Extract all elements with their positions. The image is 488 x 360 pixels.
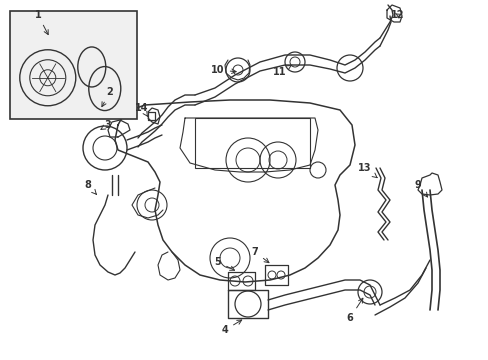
Text: 9: 9 bbox=[414, 180, 427, 197]
Text: 7: 7 bbox=[251, 247, 268, 263]
Bar bbox=[10, 11, 137, 119]
Text: 11: 11 bbox=[273, 65, 291, 77]
Text: 5: 5 bbox=[214, 257, 234, 270]
Text: 1: 1 bbox=[35, 10, 48, 35]
Text: 8: 8 bbox=[84, 180, 96, 194]
Text: 3: 3 bbox=[101, 120, 111, 130]
Text: 14: 14 bbox=[135, 103, 148, 116]
Text: 2: 2 bbox=[102, 87, 113, 107]
Text: 6: 6 bbox=[346, 298, 362, 323]
Text: 13: 13 bbox=[358, 163, 376, 178]
Text: 12: 12 bbox=[390, 10, 404, 20]
Text: 4: 4 bbox=[221, 320, 241, 335]
Bar bbox=[195, 118, 309, 168]
Text: 10: 10 bbox=[211, 65, 236, 75]
